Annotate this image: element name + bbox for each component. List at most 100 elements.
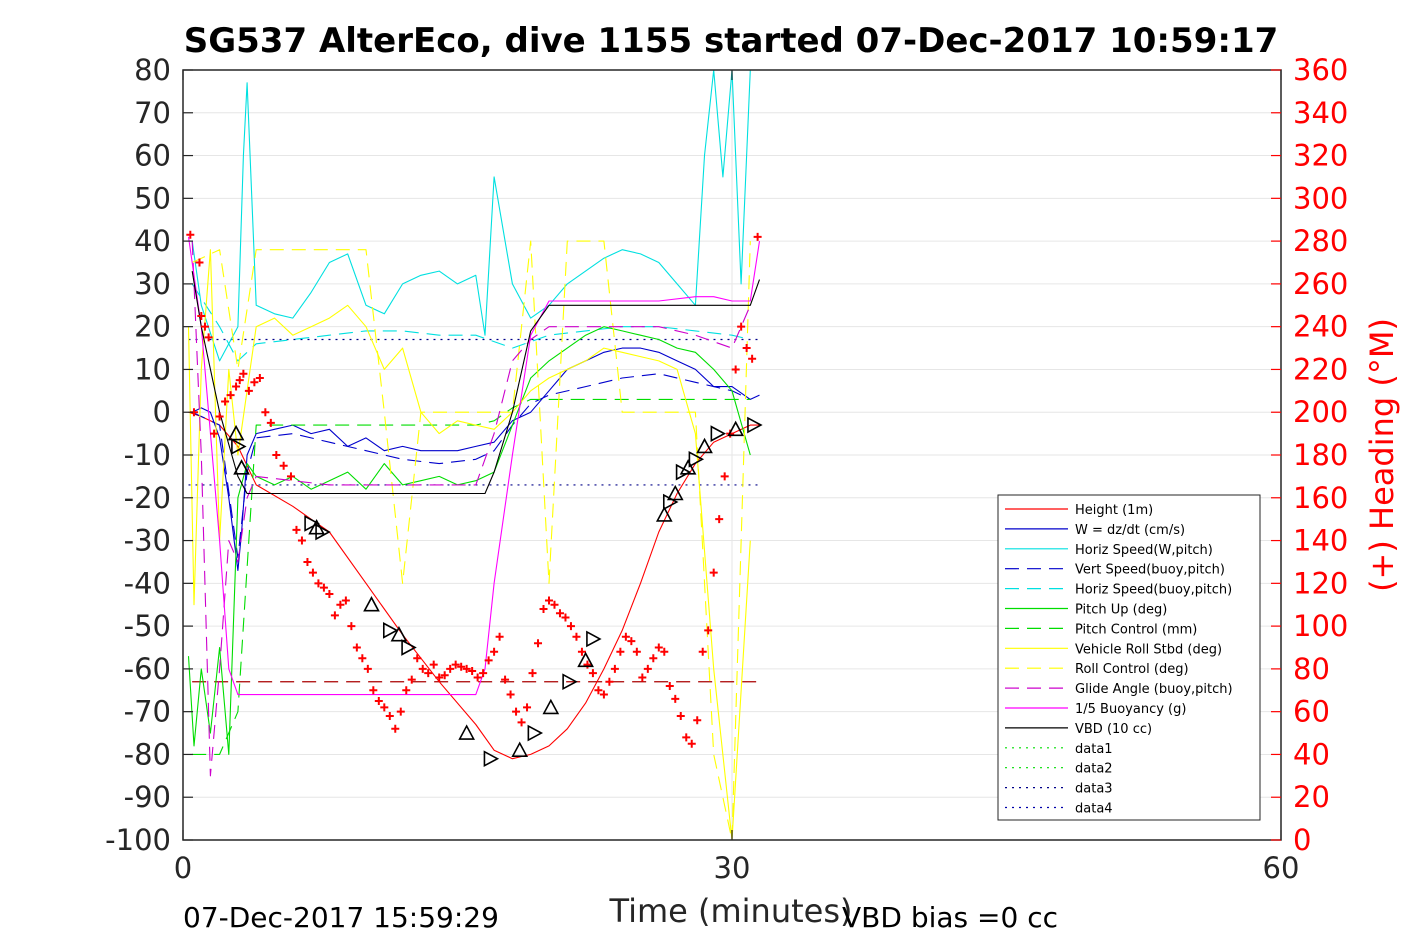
heading-point — [235, 376, 244, 385]
heading-point — [572, 632, 581, 641]
right-tick-label: 80 — [1293, 652, 1330, 686]
legend-entry: Horiz Speed(W,pitch) — [1075, 543, 1213, 558]
heading-point — [561, 613, 570, 622]
heading-point — [352, 643, 361, 652]
right-tick-label: 340 — [1293, 96, 1348, 130]
right-tick-label: 360 — [1293, 53, 1348, 87]
vbd-marker — [390, 625, 408, 642]
right-tick-label: 40 — [1293, 737, 1330, 771]
right-tick-label: 0 — [1293, 823, 1311, 857]
left-tick-label: -10 — [124, 438, 171, 472]
heading-point — [195, 258, 204, 267]
vbd-marker — [688, 450, 705, 468]
legend-entry: Vert Speed(buoy,pitch) — [1075, 563, 1225, 578]
right-tick-label: 160 — [1293, 481, 1348, 515]
heading-point — [638, 673, 647, 682]
heading-point — [286, 472, 295, 481]
right-tick-label: 300 — [1293, 181, 1348, 215]
series-layer — [186, 69, 763, 841]
x-axis-label: Time (minutes) — [609, 892, 853, 930]
heading-point — [550, 600, 559, 609]
vbd-marker — [511, 741, 529, 757]
heading-point — [363, 664, 372, 673]
left-tick-label: -80 — [124, 737, 171, 771]
heading-point — [605, 677, 614, 686]
heading-point — [407, 675, 416, 684]
heading-point — [261, 408, 270, 417]
heading-point — [297, 536, 306, 545]
right-tick-label: 280 — [1293, 224, 1348, 258]
heading-point — [490, 647, 499, 656]
left-tick-label: -100 — [105, 823, 171, 857]
heading-point — [495, 632, 504, 641]
heading-point — [523, 703, 532, 712]
series-line-11 — [191, 271, 761, 495]
heading-point — [577, 647, 586, 656]
heading-point — [418, 664, 427, 673]
series-line-7 — [187, 249, 751, 841]
legend-entry: Height (1m) — [1075, 503, 1153, 518]
heading-point — [457, 662, 466, 671]
heading-point — [446, 664, 455, 673]
vbd-marker — [710, 425, 727, 442]
left-tick-label: 0 — [153, 395, 171, 429]
right-tick-label: 320 — [1293, 139, 1348, 173]
heading-point — [468, 667, 477, 676]
heading-point — [358, 654, 367, 663]
heading-point — [720, 472, 729, 481]
vbd-marker — [401, 639, 417, 656]
vbd-marker — [527, 724, 544, 742]
left-tick-label: 50 — [134, 181, 171, 215]
x-axis: 0 30 60 — [174, 70, 1300, 885]
footer-timestamp: 07-Dec-2017 15:59:29 — [183, 901, 499, 934]
heading-point — [665, 682, 674, 690]
vbd-marker — [483, 750, 500, 768]
heading-point — [528, 669, 537, 678]
left-tick-label: -40 — [124, 566, 171, 600]
legend-entry: Roll Control (deg) — [1075, 662, 1189, 677]
legend: Height (1m) W = dz/dt (cm/s) Horiz Speed(W… — [997, 494, 1261, 821]
vbd-marker — [233, 459, 250, 475]
right-y-axis: 3603403203002802602402202001801601401201… — [1271, 53, 1348, 857]
heading-point — [715, 515, 724, 524]
heading-point — [643, 664, 652, 673]
vbd-marker — [382, 622, 399, 639]
vbd-marker — [458, 724, 475, 740]
heading-point — [396, 707, 405, 716]
left-tick-label: 10 — [134, 352, 171, 386]
heading-point — [594, 686, 603, 695]
heading-point — [226, 391, 235, 400]
x-tick-label: 60 — [1263, 851, 1300, 885]
legend-entry: data2 — [1075, 762, 1113, 777]
heading-point — [186, 230, 195, 239]
heading-point — [583, 660, 592, 669]
heading-point — [440, 671, 449, 680]
right-tick-label: 100 — [1293, 609, 1348, 643]
heading-point — [731, 365, 740, 374]
vbd-marker — [315, 523, 331, 541]
heading-point — [462, 664, 471, 673]
heading-point — [660, 647, 669, 656]
x-tick-label: 0 — [174, 851, 192, 885]
footer-vbd-bias: VBD bias =0 cc — [842, 901, 1058, 934]
vbd-marker — [363, 596, 380, 612]
series-line-4 — [191, 283, 751, 362]
left-tick-label: -30 — [124, 524, 171, 558]
series-line-6 — [192, 398, 751, 755]
heading-point — [654, 643, 663, 652]
left-tick-label: 80 — [134, 53, 171, 87]
heading-point — [501, 675, 510, 684]
heading-point — [402, 686, 411, 695]
left-tick-label: -60 — [124, 652, 171, 686]
x-tick-label: 30 — [714, 851, 751, 885]
heading-point — [413, 654, 422, 663]
heading-point — [239, 369, 248, 378]
right-tick-label: 260 — [1293, 267, 1348, 301]
vbd-marker — [231, 438, 247, 455]
legend-entry: Glide Angle (buoy,pitch) — [1075, 682, 1233, 697]
heading-point — [336, 600, 345, 609]
left-tick-label: 60 — [134, 139, 171, 173]
heading-point — [693, 716, 702, 725]
vbd-marker — [577, 651, 594, 668]
